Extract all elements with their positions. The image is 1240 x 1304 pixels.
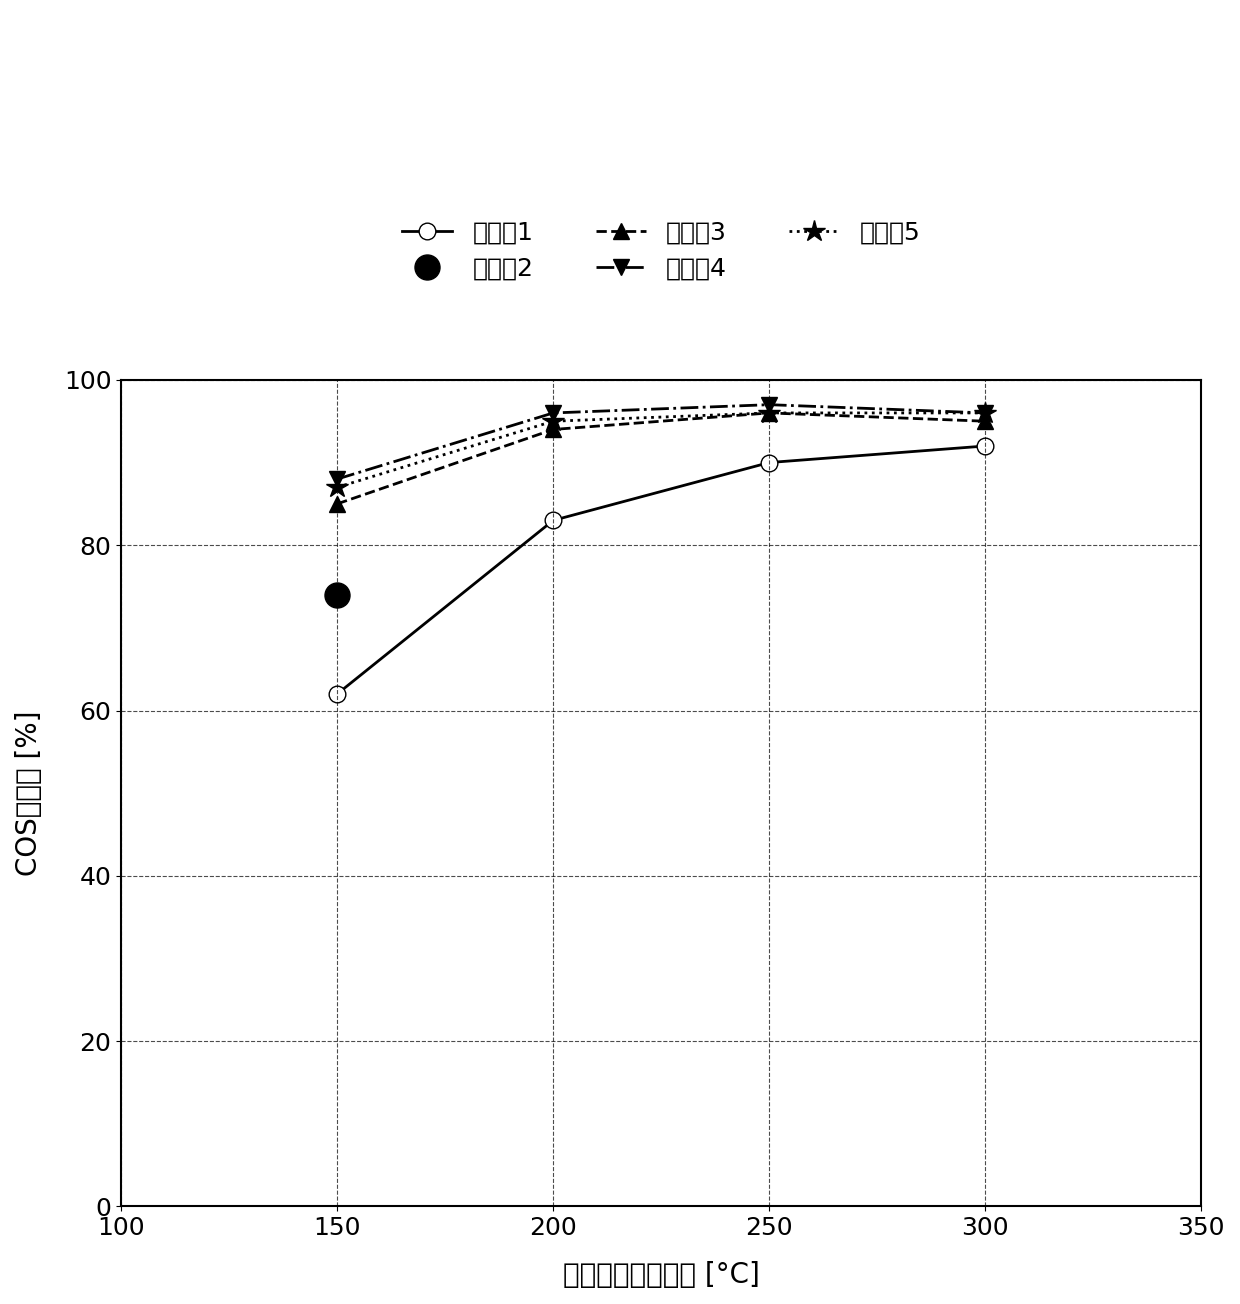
试验例4 <box>546 406 560 421</box>
试验例5 <box>546 413 560 429</box>
试验例4 <box>761 396 776 412</box>
Legend: 试验例1, 试验例2, 试验例3, 试验例4, 试验例5: 试验例1, 试验例2, 试验例3, 试验例4, 试验例5 <box>392 210 930 291</box>
试验例5 <box>330 480 345 496</box>
试验例5 <box>761 406 776 421</box>
Line: 试验例1: 试验例1 <box>329 438 993 703</box>
试验例1 <box>761 455 776 471</box>
试験例3 <box>978 413 993 429</box>
试验例4 <box>330 471 345 486</box>
试验例1 <box>978 438 993 454</box>
X-axis label: 催化剂层平均温度 [°C]: 催化剂层平均温度 [°C] <box>563 1261 760 1288</box>
试验例1 <box>546 512 560 528</box>
试験例3 <box>761 406 776 421</box>
试験例3 <box>546 421 560 437</box>
Line: 试验例5: 试验例5 <box>326 402 997 498</box>
Line: 试验例4: 试验例4 <box>329 396 993 488</box>
Y-axis label: COS转换率 [%]: COS转换率 [%] <box>15 711 43 876</box>
试验例5 <box>978 406 993 421</box>
Line: 试験例3: 试験例3 <box>329 404 993 512</box>
试验例4 <box>978 406 993 421</box>
试験例3 <box>330 496 345 511</box>
试验例1 <box>330 686 345 702</box>
